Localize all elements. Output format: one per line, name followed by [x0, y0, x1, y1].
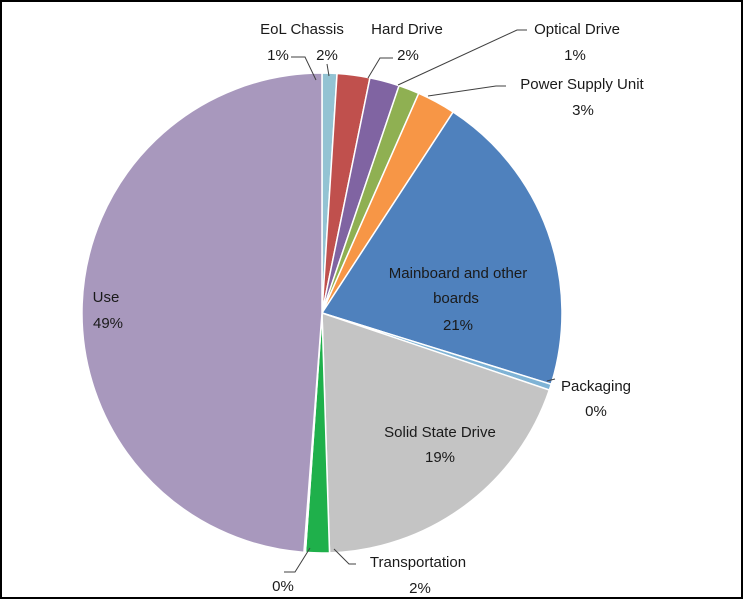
label-ssd-percent: 19%	[425, 449, 455, 466]
leader-optical-drive	[397, 29, 527, 86]
pie-slices	[81, 72, 563, 554]
leader-lines	[284, 29, 556, 573]
pie-slice-use	[81, 72, 323, 554]
pie-slice-solid-state-drive	[321, 311, 551, 554]
leader-zero-slice	[284, 547, 311, 573]
label-packaging-percent: 0%	[585, 403, 607, 420]
label-red-slice-percent: 2%	[316, 47, 338, 64]
label-hard-drive-name: Hard Drive	[371, 21, 443, 38]
label-mainboard-percent: 21%	[443, 317, 473, 334]
label-transportation-name: Transportation	[370, 554, 466, 571]
label-psu-name: Power Supply Unit	[520, 76, 644, 93]
leader-transportation	[333, 548, 356, 565]
pie-slice-mainboard-and-other-boards	[320, 110, 563, 386]
leader-packaging	[546, 378, 556, 382]
label-optical-drive-percent: 1%	[564, 47, 586, 64]
label-ssd-name: Solid State Drive	[384, 424, 496, 441]
label-use-percent: 49%	[93, 315, 123, 332]
leader-red-slice	[326, 63, 330, 77]
label-hard-drive-percent: 2%	[397, 47, 419, 64]
label-mainboard-name-line2: boards	[433, 290, 479, 307]
label-mainboard-name-line1: Mainboard and other	[389, 265, 527, 282]
label-transportation-percent: 2%	[409, 580, 431, 597]
label-eol-chassis-name: EoL Chassis	[260, 21, 344, 38]
leader-psu	[427, 85, 506, 97]
label-zero-slice-percent: 0%	[272, 578, 294, 595]
label-psu-percent: 3%	[572, 102, 594, 119]
label-use-name: Use	[93, 289, 120, 306]
label-optical-drive-name: Optical Drive	[534, 21, 620, 38]
leader-hard-drive	[367, 57, 393, 79]
leader-eol-chassis	[291, 56, 317, 81]
label-eol-chassis-percent: 1%	[267, 47, 289, 64]
label-packaging-name: Packaging	[561, 378, 631, 395]
